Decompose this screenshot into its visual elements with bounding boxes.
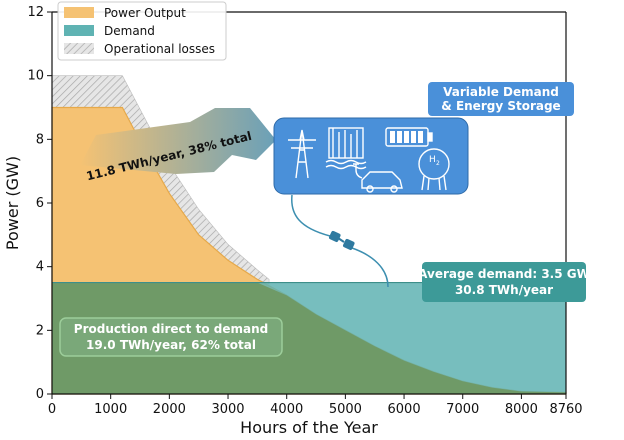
x-tick-label: 7000 bbox=[446, 402, 479, 417]
direct-production-box: Production direct to demand 19.0 TWh/yea… bbox=[59, 317, 283, 357]
average-demand-box: Average demand: 3.5 GW 30.8 TWh/year bbox=[418, 262, 590, 302]
plug-icon bbox=[329, 230, 355, 250]
hydrogen-tank-icon: H 2 bbox=[418, 148, 450, 191]
x-tick-label: 3000 bbox=[211, 402, 244, 417]
x-tick-label: 8000 bbox=[505, 402, 538, 417]
storage-title-line2: & Energy Storage bbox=[441, 99, 560, 113]
x-tick-label: 0 bbox=[48, 402, 56, 417]
h2-label: H bbox=[429, 155, 436, 165]
dam-icon bbox=[325, 127, 367, 170]
battery-icon bbox=[385, 127, 433, 147]
y-axis-title: Power (GW) bbox=[3, 156, 22, 250]
average-demand-line2: 30.8 TWh/year bbox=[455, 283, 553, 297]
h2-subscript: 2 bbox=[436, 160, 440, 167]
y-tick-label: 6 bbox=[36, 196, 44, 211]
legend-swatch-operational-losses bbox=[64, 43, 94, 54]
power-cord bbox=[291, 194, 389, 288]
legend: Power Output Demand Operational losses bbox=[57, 1, 227, 61]
x-axis-title: Hours of the Year bbox=[240, 418, 378, 437]
y-tick-label: 2 bbox=[36, 323, 44, 338]
direct-production-bg bbox=[59, 317, 283, 357]
x-tick-label: 5000 bbox=[329, 402, 362, 417]
x-tick-label: 2000 bbox=[153, 402, 186, 417]
y-tick-label: 0 bbox=[36, 387, 44, 402]
legend-label-power-output: Power Output bbox=[104, 6, 186, 20]
average-demand-line1: Average demand: 3.5 GW bbox=[418, 267, 590, 281]
direct-supply-overlap-area bbox=[52, 282, 566, 394]
y-tick-label: 12 bbox=[27, 5, 44, 20]
legend-swatch-power-output bbox=[64, 7, 94, 18]
direct-production-line2: 19.0 TWh/year, 62% total bbox=[86, 338, 256, 352]
electric-car-icon bbox=[353, 163, 403, 193]
legend-swatch-demand bbox=[64, 25, 94, 36]
x-tick-label: 4000 bbox=[270, 402, 303, 417]
cord-line bbox=[291, 194, 389, 288]
x-tick-label: 8760 bbox=[549, 402, 582, 417]
direct-production-line1: Production direct to demand bbox=[74, 322, 268, 336]
y-tick-label: 4 bbox=[36, 260, 44, 275]
average-demand-bg bbox=[422, 262, 586, 302]
x-tick-label: 1000 bbox=[94, 402, 127, 417]
legend-label-demand: Demand bbox=[104, 24, 155, 38]
legend-label-operational-losses: Operational losses bbox=[104, 42, 215, 56]
y-tick-label: 10 bbox=[27, 69, 44, 84]
storage-arrow-shape bbox=[80, 108, 276, 174]
y-tick-label: 8 bbox=[36, 132, 44, 147]
pylon-icon bbox=[288, 129, 316, 179]
storage-title-line1: Variable Demand bbox=[443, 85, 559, 99]
axis-ticks: 0 1000 2000 3000 4000 5000 6000 7000 8000 8760 0 2 4… bbox=[27, 5, 582, 417]
storage-group: Variable Demand & Energy Storage bbox=[273, 82, 574, 195]
legend-box bbox=[57, 1, 227, 61]
x-tick-label: 6000 bbox=[388, 402, 421, 417]
storage-title-box bbox=[428, 82, 574, 116]
